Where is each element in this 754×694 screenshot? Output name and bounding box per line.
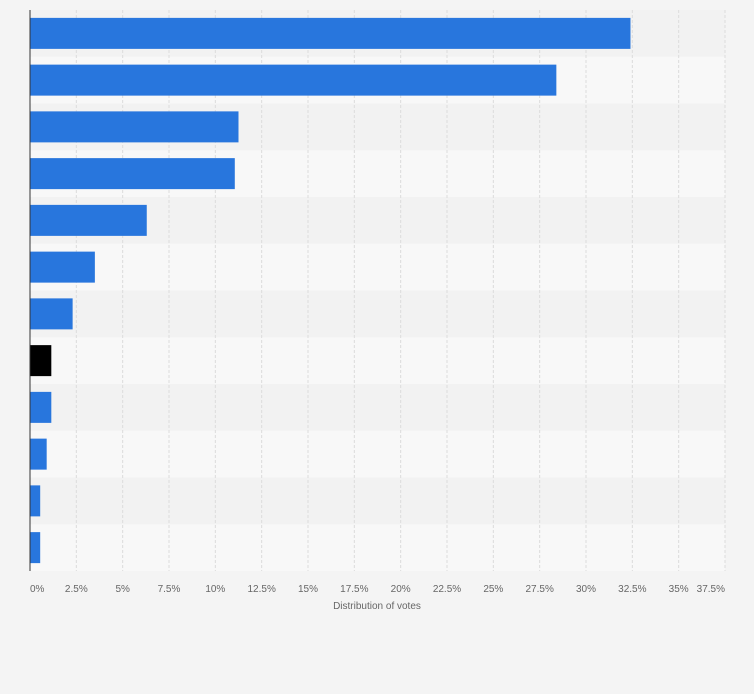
x-tick-label: 7.5% — [158, 584, 181, 595]
row-band — [30, 243, 725, 291]
bar — [30, 158, 235, 190]
row-band — [30, 524, 725, 571]
x-axis-label: Distribution of votes — [333, 601, 421, 612]
x-tick-label: 2.5% — [65, 584, 88, 595]
x-tick-label: 25% — [483, 584, 503, 595]
x-tick-label: 12.5% — [247, 584, 275, 595]
x-tick-label: 32.5% — [618, 584, 646, 595]
row-band — [30, 384, 725, 431]
x-tick-label: 5% — [115, 584, 130, 595]
x-tick-label: 37.5% — [697, 584, 725, 595]
bar — [30, 64, 557, 96]
bar — [30, 485, 41, 517]
bar — [30, 438, 47, 470]
row-band — [30, 430, 725, 478]
bar — [30, 391, 52, 423]
x-tick-label: 22.5% — [433, 584, 461, 595]
x-tick-label: 20% — [391, 584, 411, 595]
x-tick-label: 27.5% — [525, 584, 553, 595]
bar — [30, 111, 239, 143]
row-band — [30, 477, 725, 525]
x-tick-label: 10% — [205, 584, 225, 595]
bar — [30, 298, 73, 330]
bar — [30, 532, 41, 564]
x-tick-label: 15% — [298, 584, 318, 595]
row-band — [30, 337, 725, 384]
x-tick-label: 17.5% — [340, 584, 368, 595]
bar — [30, 345, 52, 377]
bar — [30, 204, 147, 236]
x-tick-label: 0% — [30, 584, 45, 595]
bars — [30, 17, 631, 564]
bar — [30, 251, 95, 283]
x-tick-label: 35% — [669, 584, 689, 595]
x-tick-labels: 0% 2.5% 5% 7.5% 10% 12.5% 15% 17.5% 20% 22.5% 25% 2… — [30, 584, 725, 595]
bar — [30, 17, 631, 49]
x-tick-label: 30% — [576, 584, 596, 595]
row-band — [30, 290, 725, 338]
